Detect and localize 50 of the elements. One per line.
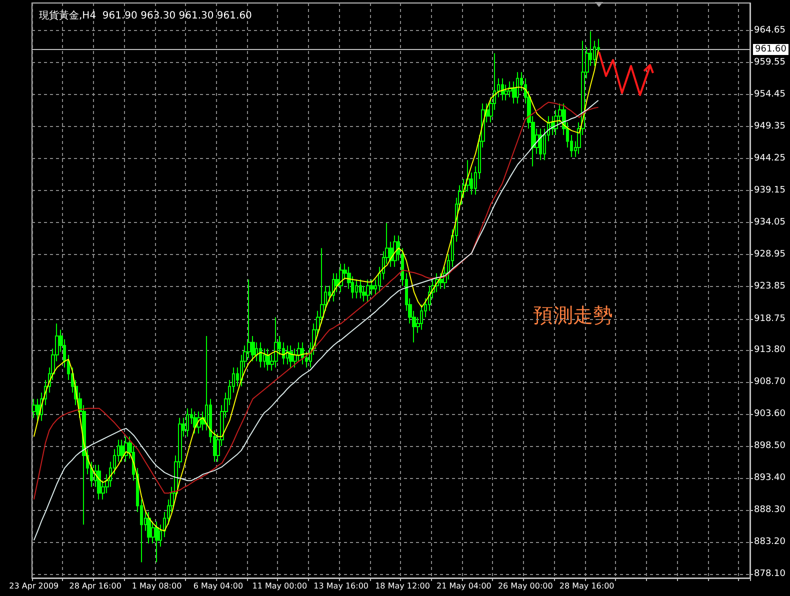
x-tick-label: 26 May 00:00 [498, 582, 553, 590]
candlestick [366, 279, 370, 302]
x-tick-label: 11 May 00:00 [252, 582, 308, 590]
candlestick [266, 348, 270, 372]
candlestick [355, 279, 358, 299]
y-tick-label: 959.55 [754, 57, 786, 68]
y-tick-label: 898.50 [754, 441, 786, 452]
candlestick [155, 520, 159, 563]
y-tick-label: 918.75 [754, 314, 786, 324]
y-tick-label: 944.25 [754, 154, 786, 164]
candlestick [32, 398, 36, 418]
candlestick [539, 128, 542, 161]
y-tick-label: 913.80 [754, 344, 786, 355]
y-tick-label: 954.45 [754, 89, 786, 100]
x-tick-label: 23 Apr 2009 [9, 582, 59, 590]
y-tick-label: 903.60 [754, 408, 786, 419]
y-tick-label: 893.40 [754, 473, 786, 484]
x-tick-label: 1 May 08:00 [132, 582, 182, 590]
x-tick-label: 21 May 04:00 [436, 582, 492, 590]
y-tick-label: 964.65 [754, 25, 786, 36]
ref-line-label: 961.60 [755, 44, 787, 55]
candlestick [274, 316, 278, 368]
candlestick [393, 235, 397, 268]
y-tick-label: 923.85 [754, 282, 786, 292]
x-tick-label: 28 Apr 16:00 [69, 582, 122, 590]
candlestick [193, 410, 197, 434]
candlestick [97, 464, 101, 500]
candlestick [124, 436, 128, 462]
y-tick-label: 908.70 [754, 376, 786, 387]
candlestick [359, 279, 362, 299]
x-tick-label: 6 May 04:00 [193, 582, 244, 590]
candlestick [147, 512, 151, 544]
text: 現貨黃金,H4 961.90 963.30 961.30 961.60 [39, 10, 252, 22]
candlestick [301, 342, 304, 365]
candlestick [120, 439, 124, 462]
y-tick-label: 888.30 [754, 505, 786, 516]
x-tick-label: 28 May 16:00 [559, 582, 614, 590]
y-tick-label: 934.05 [754, 218, 786, 228]
candlestick [259, 342, 262, 368]
y-tick-label: 883.20 [754, 537, 786, 548]
y-tick-label: 928.95 [754, 250, 786, 260]
candlestick [339, 263, 343, 293]
x-tick-label: 18 May 12:00 [375, 582, 430, 590]
x-tick-label: 13 May 16:00 [314, 582, 369, 590]
y-tick-label: 878.10 [754, 569, 786, 580]
candlestick [186, 408, 189, 438]
y-tick-label: 949.35 [754, 121, 786, 132]
candlestick [516, 72, 519, 104]
y-tick-label: 939.15 [754, 186, 786, 196]
candlestick [501, 78, 504, 101]
